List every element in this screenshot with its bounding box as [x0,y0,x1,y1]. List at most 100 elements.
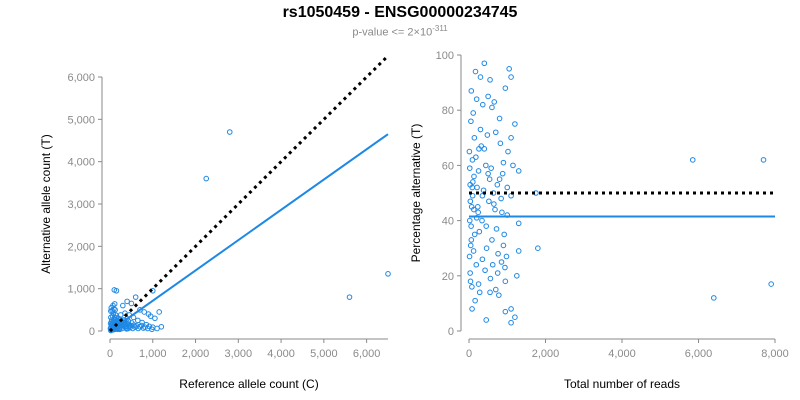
x-tick-label: 4,000 [608,348,636,360]
data-point [125,325,131,332]
subtitle-exponent: -311 [432,24,448,33]
data-point [768,281,774,287]
data-point [484,132,491,138]
data-point [468,237,475,243]
data-point [468,88,475,94]
y-tick-label: 4,000 [67,157,95,169]
data-point [496,292,502,298]
data-point [467,270,473,276]
data-point [515,168,522,174]
data-point [483,162,489,169]
data-point [491,201,497,207]
data-point [481,146,488,152]
data-point [479,217,485,224]
data-point [113,287,120,294]
data-point [483,317,490,323]
data-point [485,170,491,177]
x-tick-label: 0 [107,348,113,360]
data-point [468,118,474,125]
chart-subtitle: p-value <= 2×10-311 [0,24,800,39]
data-point [498,259,505,265]
data-point [470,248,477,254]
data-point [470,110,477,116]
x-axis-title: Total number of reads [564,377,680,391]
x-tick-label: 6,000 [685,348,713,360]
y-tick-label: 100 [436,50,454,62]
data-point [494,270,501,276]
data-point [487,77,493,83]
y-axis-title: Percentage alternative (T) [409,124,423,263]
data-point [481,60,488,67]
data-point [147,313,154,319]
data-point [475,209,481,216]
data-point [496,115,503,122]
data-point [492,286,499,293]
data-point [502,85,509,91]
data-point [508,306,514,312]
data-point [466,253,473,260]
y-tick-label: 1,000 [67,284,95,296]
data-point [479,192,486,199]
data-point [116,325,123,331]
data-point [497,140,504,147]
data-point [137,307,143,313]
data-point [499,170,506,177]
data-point [473,96,480,102]
data-point [508,135,514,141]
data-point [141,309,148,315]
data-point [476,146,482,152]
data-point [479,256,486,263]
data-point [468,223,474,229]
data-point [498,195,504,202]
data-point [505,148,511,155]
data-point [110,302,116,309]
data-point [487,289,493,296]
data-point [467,198,474,205]
data-point [711,295,717,301]
data-point [472,68,479,75]
subtitle-times: × [413,26,420,39]
y-tick-label: 3,000 [67,199,95,211]
data-point [485,93,491,100]
y-axis-title: Alternative allele count (T) [39,134,53,273]
data-point [508,319,514,326]
data-point [124,315,130,322]
data-point [471,231,478,238]
data-point [467,278,474,285]
chart-title: rs1050459 - ENSG00000234745 [282,4,518,21]
data-point [135,325,142,332]
y-tick-label: 60 [442,160,454,172]
data-point [471,135,478,141]
y-tick-label: 40 [442,216,454,228]
data-point [491,99,498,105]
data-point [467,242,474,249]
data-point [515,220,522,227]
data-point [466,217,473,224]
data-point [135,317,141,324]
data-point [346,294,353,300]
data-point [132,294,139,300]
data-point [512,121,518,127]
data-point [502,278,509,285]
x-tick-label: 2,000 [182,348,210,360]
data-point [120,302,126,309]
data-point [474,184,480,191]
y-tick-label: 80 [442,105,454,117]
data-point [496,176,503,182]
data-point [476,289,483,296]
data-point [502,264,508,271]
x-tick-label: 8,000 [761,348,789,360]
data-point [493,226,500,232]
y-tick-label: 2,000 [67,241,95,253]
x-tick-label: 4,000 [267,348,295,360]
data-point [503,253,510,260]
data-point [504,184,511,191]
data-point [514,273,520,279]
data-point [152,315,158,322]
data-point [474,204,481,210]
data-point [477,126,484,133]
fit-line [109,133,389,332]
data-point [203,175,210,182]
data-point [489,237,495,243]
